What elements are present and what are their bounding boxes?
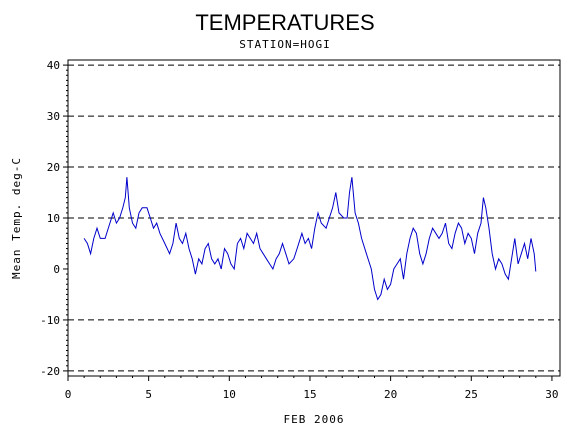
x-tick-label: 10 (223, 388, 236, 401)
y-tick-label: 40 (47, 59, 60, 72)
y-tick-label: 10 (47, 212, 60, 225)
y-tick-label: -20 (40, 365, 60, 378)
x-tick-label: 30 (545, 388, 558, 401)
y-tick-label: 20 (47, 161, 60, 174)
y-tick-label: 30 (47, 110, 60, 123)
x-tick-label: 20 (384, 388, 397, 401)
chart-subtitle: STATION=HOGI (239, 38, 330, 51)
chart-title: TEMPERATURES (195, 10, 374, 35)
grid-lines (68, 64, 560, 372)
x-axis: 0 5 10 15 20 25 30 (65, 376, 559, 401)
y-axis-label: Mean Temp. deg-C (10, 157, 23, 279)
y-axis: -20 -10 0 10 20 30 40 (40, 59, 68, 378)
series-line (83, 177, 537, 301)
x-tick-label: 25 (465, 388, 478, 401)
y-tick-label: 0 (53, 263, 60, 276)
x-tick-label: 15 (303, 388, 316, 401)
y-tick-label: -10 (40, 314, 60, 327)
x-tick-label: 0 (65, 388, 72, 401)
x-axis-label: FEB 2006 (284, 413, 345, 426)
x-tick-label: 5 (145, 388, 152, 401)
